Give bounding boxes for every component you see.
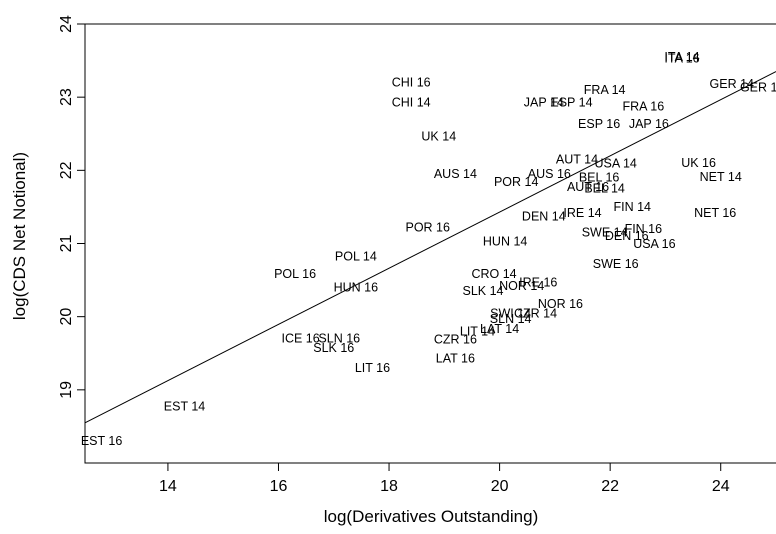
point-label: FIN 16 [625,222,663,236]
point-label: EST 16 [81,434,123,448]
x-tick-label: 20 [491,478,509,495]
point-label: AUS 14 [434,167,477,181]
point-label: FRA 16 [622,100,664,114]
fit-line [84,71,776,424]
point-label: SLN 14 [490,312,532,326]
point-label: UK 16 [681,156,716,170]
point-label: ESP 16 [578,117,620,131]
point-label: LIT 14 [460,324,495,338]
x-axis: 14 16 18 20 22 24 [159,463,730,495]
point-label: CZR 16 [434,332,477,346]
y-tick-label: 23 [58,88,75,106]
point-label: CZR 14 [514,307,557,321]
point-label: AUT 14 [556,152,598,166]
point-label: JAP 16 [629,117,669,131]
point-label: NET 16 [694,206,736,220]
point-label: GER 14 [710,77,755,91]
point-label: USA 14 [594,157,636,171]
point-label: DEN 16 [605,229,649,243]
x-tick-label: 14 [159,478,177,495]
point-label: POL 16 [274,267,316,281]
point-label: SLK 14 [463,284,504,298]
point-label: CRO 14 [471,267,516,281]
point-label: FRA 14 [584,83,626,97]
point-label: SLN 16 [318,332,360,346]
point-label: ITA 14 [664,50,699,64]
point-label: ITA 16 [664,51,699,65]
point-label: LAT 16 [436,351,475,365]
x-tick-label: 16 [270,478,288,495]
point-label: POL 14 [335,250,377,264]
point-label: LAT 14 [480,322,519,336]
point-label: SWE 16 [593,257,639,271]
point-label: LIT 16 [355,361,390,375]
point-label: CHI 14 [392,95,431,109]
point-label: AUT 16 [567,180,609,194]
point-label: EST 14 [164,400,206,414]
x-tick-label: 24 [712,478,730,495]
y-tick-label: 24 [58,15,75,33]
point-label: NOR 16 [538,297,583,311]
point-label: SWE 14 [582,226,628,240]
x-tick-label: 22 [601,478,619,495]
point-label: IRE 14 [563,206,601,220]
point-label: IRE 16 [519,275,557,289]
point-label: JAP 14 [524,95,564,109]
y-tick-label: 21 [58,235,75,253]
point-label: FIN 14 [614,200,652,214]
y-axis: 19 20 21 22 23 24 [58,15,85,399]
y-tick-label: 22 [58,161,75,179]
y-tick-label: 20 [58,308,75,326]
point-label: HUN 16 [334,280,379,294]
point-label: ICE 16 [281,332,319,346]
point-label: UK 14 [421,130,456,144]
point-label: ESP 14 [550,95,592,109]
fit-line-layer [84,71,776,424]
y-axis-title: log(CDS Net Notional) [10,152,29,320]
point-label: BEL 14 [584,182,625,196]
point-label: NET 14 [700,170,742,184]
point-label: DEN 14 [522,209,566,223]
point-label: AUS 16 [528,167,571,181]
point-label: POR 14 [494,175,539,189]
point-label: BEL 16 [579,171,620,185]
point-label: HUN 14 [483,234,528,248]
point-label: GER 16 [740,81,776,95]
point-label: SLK 16 [313,341,354,355]
point-label: CHI 16 [392,76,431,90]
point-label: SWI 14 [490,307,531,321]
point-label: POR 16 [406,220,451,234]
x-tick-label: 18 [380,478,398,495]
y-tick-label: 19 [58,381,75,399]
x-axis-title: log(Derivatives Outstanding) [324,507,538,526]
point-label: NOR 14 [499,279,544,293]
point-label: USA 16 [633,237,675,251]
